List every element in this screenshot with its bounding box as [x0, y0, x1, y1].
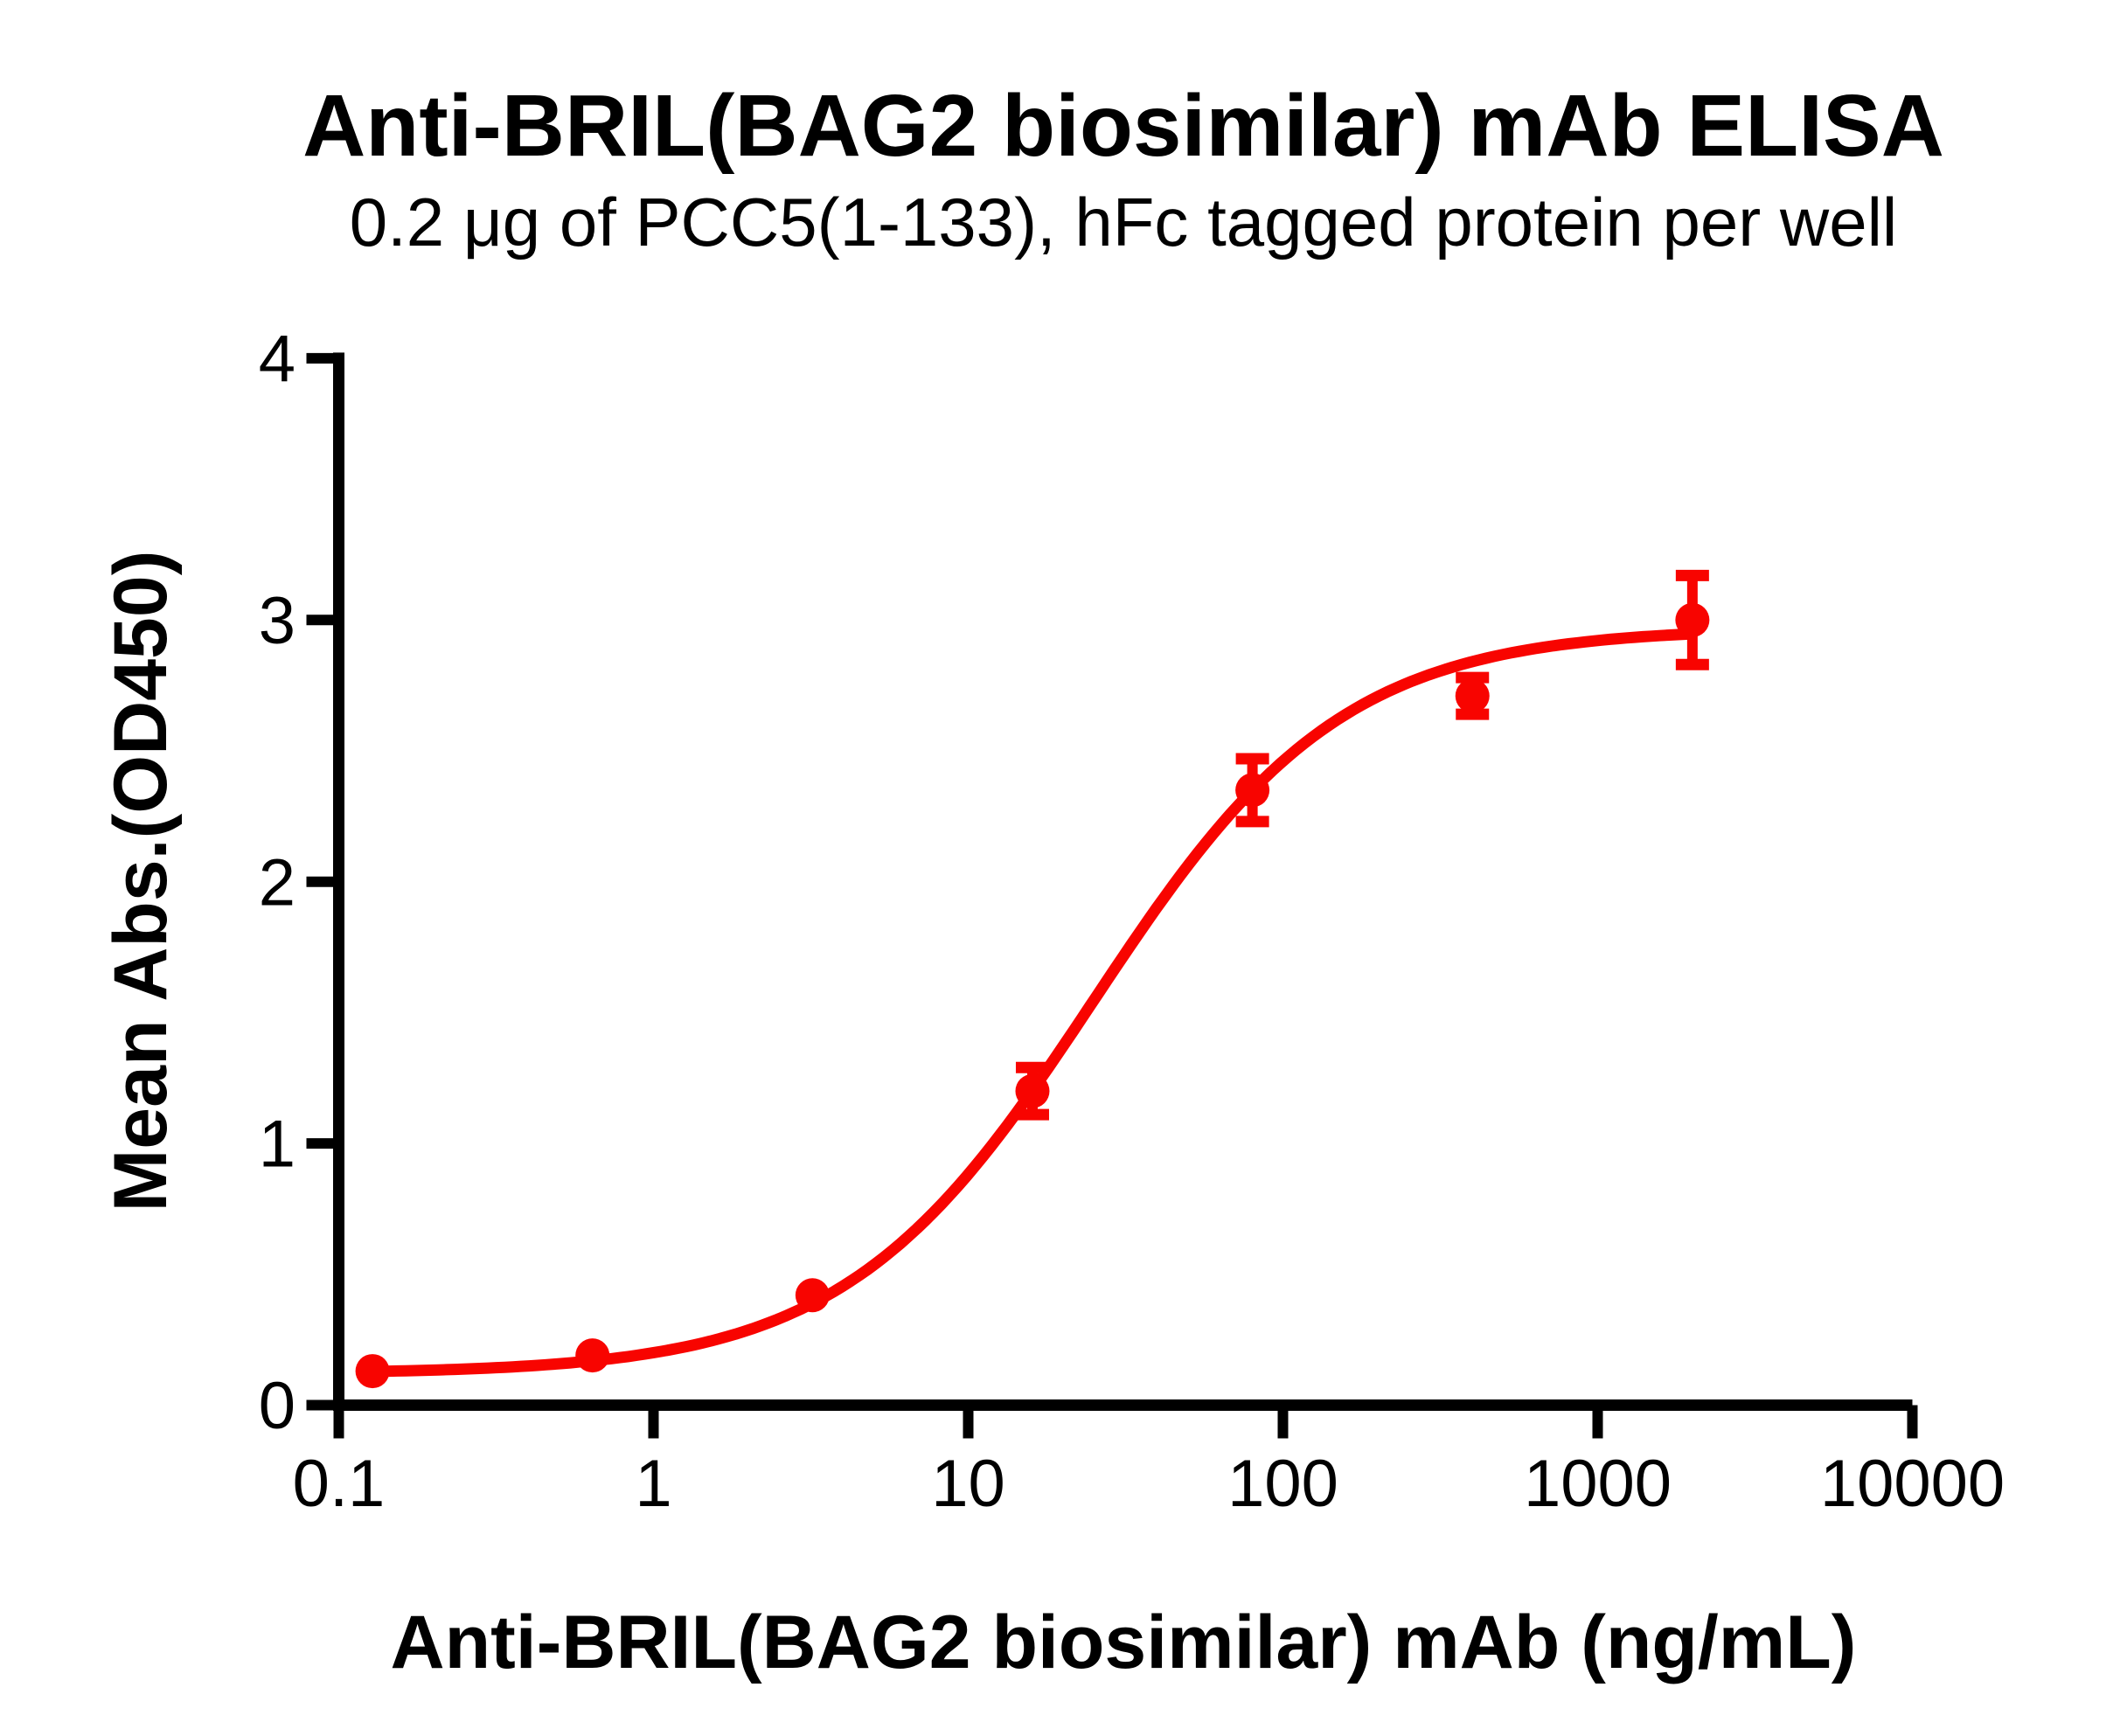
y-axis-title: Mean Abs.(OD450) [99, 551, 183, 1212]
x-axis-title: Anti-BRIL(BAG2 biosimilar) mAb (ng/mL) [391, 1601, 1857, 1684]
x-tick-label: 10000 [1820, 1447, 2005, 1521]
data-point [575, 1338, 610, 1373]
data-point [355, 1354, 390, 1389]
x-tick-label: 1000 [1524, 1447, 1672, 1521]
y-tick-label: 4 [259, 323, 295, 397]
axes: 0.1 1 10 100 1000 10000 0 1 2 3 4 [259, 323, 2005, 1522]
data-point [1455, 678, 1490, 713]
series-group [355, 569, 1710, 1389]
x-tick-label: 1 [635, 1447, 671, 1521]
data-point [1015, 1073, 1050, 1108]
y-tick-label: 2 [259, 845, 295, 920]
data-point [795, 1278, 830, 1313]
data-point [1235, 773, 1270, 808]
x-tick-label: 0.1 [293, 1447, 386, 1521]
chart-subtitle: 0.2 μg of PCC5(1-133), hFc tagged protei… [350, 184, 1898, 260]
x-tick-label: 10 [931, 1447, 1005, 1521]
y-tick-label: 3 [259, 584, 295, 658]
x-tick-label: 100 [1227, 1447, 1338, 1521]
chart-title: Anti-BRIL(BAG2 biosimilar) mAb ELISA [302, 77, 1944, 175]
y-tick-label: 0 [259, 1369, 295, 1443]
y-tick-label: 1 [259, 1108, 295, 1182]
data-point [1675, 602, 1710, 637]
